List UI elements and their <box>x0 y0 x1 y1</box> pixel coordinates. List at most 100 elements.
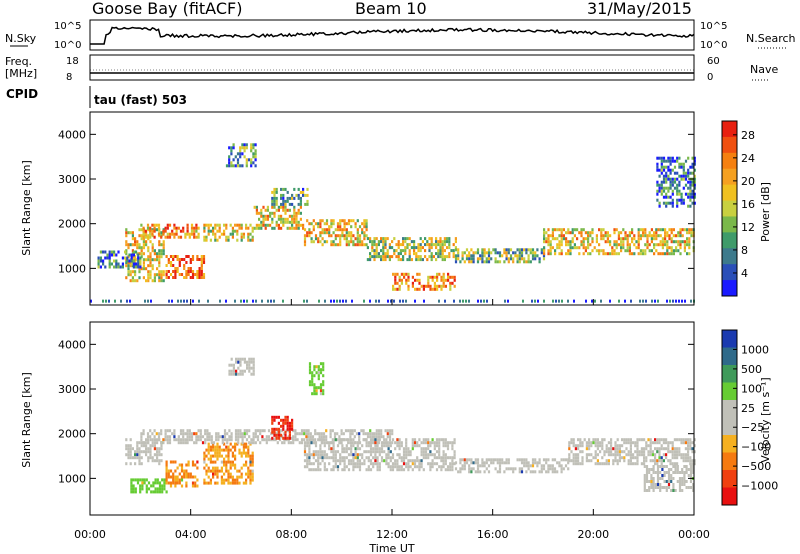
power-cell-4 <box>273 205 276 209</box>
velocity-cell-5 <box>282 418 285 422</box>
velocity-cell-6 <box>330 450 333 454</box>
velocity-cell-11 <box>663 480 666 483</box>
velocity-cell-6 <box>308 438 311 442</box>
power-cell-9 <box>547 243 550 247</box>
velocity-cell-4 <box>140 438 143 442</box>
velocity-cell-11 <box>689 471 693 474</box>
power-cell-1 <box>175 226 178 230</box>
power-cell-3 <box>216 238 219 242</box>
power-cell-7 <box>428 243 431 247</box>
power-cell-1 <box>153 223 156 227</box>
velocity-cell-3 <box>207 475 210 479</box>
velocity-cell-8 <box>632 453 635 457</box>
velocity-cell-6 <box>378 462 381 466</box>
velocity-cell-4 <box>153 435 156 439</box>
velocity-cell-3 <box>242 451 245 455</box>
power-cell-12 <box>411 275 414 279</box>
power-cell-7 <box>384 258 387 262</box>
power-cell-6 <box>341 228 344 232</box>
velocity-cell-9 <box>241 357 244 361</box>
velocity-cell-8 <box>616 447 619 451</box>
power-cell-2 <box>183 264 186 267</box>
power-cell-9 <box>547 234 550 238</box>
velocity-cell-8 <box>594 444 597 448</box>
power-cell-2 <box>185 261 188 264</box>
power-cell-9 <box>620 237 623 241</box>
velocity-cell-11 <box>652 471 655 474</box>
power-cell-9 <box>558 234 561 238</box>
power-cell-13 <box>669 162 672 166</box>
power-cell-7 <box>382 258 385 262</box>
power-cell-1 <box>177 226 180 230</box>
velocity-cell-6 <box>451 468 454 472</box>
velocity-cell-4 <box>204 432 207 436</box>
velocity-cell-8 <box>625 453 628 457</box>
velocity-cell-8 <box>594 453 597 457</box>
velocity-cell-3 <box>231 463 234 467</box>
power-cell-9 <box>626 234 629 238</box>
power-cell-2 <box>198 270 201 273</box>
velocity-cell-4 <box>362 432 365 436</box>
velocity-cell-4 <box>173 435 176 439</box>
velocity-cell-3 <box>229 466 232 470</box>
power-cell-2 <box>180 273 184 276</box>
power-cell-1 <box>184 235 187 239</box>
power-cell-9 <box>556 246 559 250</box>
power-cell-9 <box>615 252 618 256</box>
velocity-cell-11 <box>689 486 693 489</box>
power-cell-9 <box>549 243 552 247</box>
velocity-cell-3 <box>234 466 237 470</box>
velocity-cell-11 <box>674 465 677 468</box>
velocity-cell-2 <box>180 478 184 482</box>
velocity-cell-0 <box>156 450 159 454</box>
power-cell-8 <box>527 254 530 258</box>
velocity-cell-4 <box>377 429 381 433</box>
velocity-cell-8 <box>687 438 690 442</box>
power-cell-4 <box>280 220 283 224</box>
velocity-cell-0 <box>156 447 159 451</box>
power-cell-7 <box>402 240 405 244</box>
power-cell-7 <box>408 237 411 241</box>
velocity-cell-6 <box>391 453 395 457</box>
power-cell-11 <box>132 250 135 254</box>
power-cell-5 <box>302 193 305 197</box>
power-cell-bottom <box>438 299 440 303</box>
velocity-cell-8 <box>660 459 663 463</box>
power-cell-9 <box>595 237 598 241</box>
velocity-cell-4 <box>373 432 376 436</box>
velocity-cell-8 <box>649 459 652 463</box>
power-cell-9 <box>677 243 680 247</box>
velocity-cell-6 <box>343 468 346 472</box>
velocity-cell-8 <box>585 456 588 460</box>
velocity-cell-11 <box>670 468 673 471</box>
power-cell-1 <box>195 226 198 230</box>
power-cell-4 <box>293 220 296 224</box>
velocity-cell-8 <box>614 447 617 451</box>
power-cell-2 <box>200 255 203 258</box>
power-cell-0 <box>153 276 156 280</box>
power-cell-6 <box>325 231 329 235</box>
velocity-cell-8 <box>577 453 580 457</box>
power-cell-9 <box>576 228 579 232</box>
velocity-cell-4 <box>217 435 220 439</box>
power-cell-8 <box>479 257 482 261</box>
power-cell-2 <box>196 255 199 258</box>
velocity-cell-8 <box>572 459 575 463</box>
power-cell-4 <box>269 223 272 227</box>
power-cell-13 <box>687 156 690 160</box>
power-cell-bottom <box>144 299 146 303</box>
velocity-cell-8 <box>627 438 630 442</box>
velocity-cell-7 <box>514 467 517 471</box>
power-cell-6 <box>343 222 346 226</box>
velocity-colorbar-swatch <box>722 347 737 366</box>
power-cell-6 <box>336 243 340 247</box>
velocity-cell-3 <box>249 478 252 482</box>
power-cell-0 <box>134 240 137 244</box>
power-cell-10 <box>245 146 248 150</box>
power-cell-8 <box>518 248 521 252</box>
power-cell-bottom <box>690 299 692 303</box>
power-cell-bottom <box>180 299 182 303</box>
velocity-cell-4 <box>371 441 374 445</box>
velocity-cell-10 <box>308 362 312 366</box>
power-cell-6 <box>310 231 313 235</box>
